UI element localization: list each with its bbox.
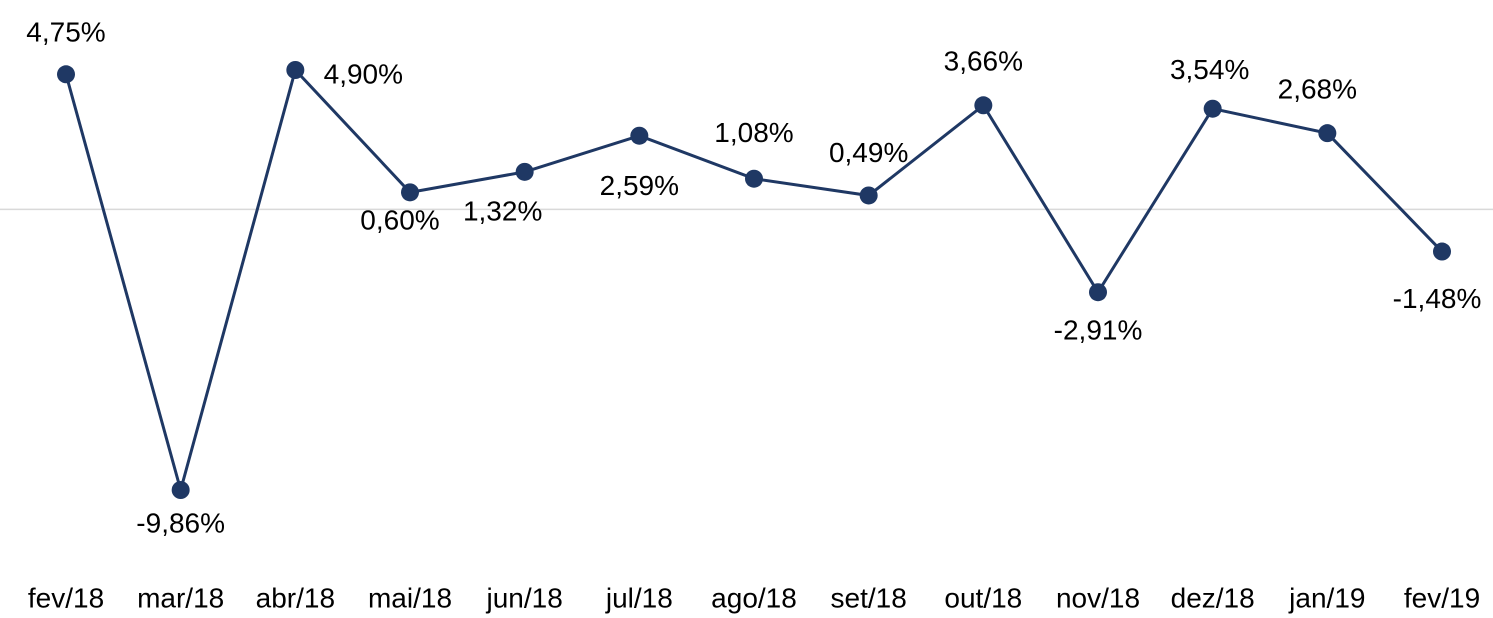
x-tick-label: jul/18 (605, 582, 673, 613)
marker (1318, 124, 1337, 143)
marker (401, 183, 419, 202)
marker (1203, 99, 1222, 118)
data-label: -2,91% (1054, 315, 1143, 346)
x-tick-label: dez/18 (1171, 582, 1255, 613)
marker (859, 186, 878, 205)
data-label: 4,90% (324, 58, 403, 89)
x-tick-label: set/18 (831, 582, 907, 613)
data-label: -9,86% (136, 507, 225, 538)
data-label: -1,48% (1393, 283, 1482, 314)
marker (515, 162, 534, 181)
marker (630, 126, 649, 145)
data-label: 3,66% (944, 46, 1023, 77)
marker (974, 96, 993, 115)
x-tick-label: nov/18 (1056, 582, 1140, 613)
x-tick-label: fev/19 (1404, 582, 1480, 613)
marker (57, 65, 75, 84)
marker (745, 169, 763, 188)
x-tick-label: abr/18 (256, 582, 335, 613)
data-label: 3,54% (1170, 54, 1249, 85)
data-label: 1,08% (714, 117, 793, 148)
data-label: 2,68% (1278, 74, 1357, 105)
marker (1089, 283, 1107, 302)
marker (171, 481, 190, 499)
data-label: 4,75% (26, 17, 105, 48)
marker (286, 61, 305, 79)
x-tick-label: jan/19 (1288, 582, 1365, 613)
data-label: 1,32% (463, 195, 542, 226)
data-label: 0,49% (829, 137, 908, 168)
x-tick-label: mai/18 (368, 582, 452, 613)
x-tick-label: mar/18 (137, 582, 224, 613)
data-label: 0,60% (360, 205, 439, 236)
data-label: 2,59% (600, 170, 679, 201)
x-tick-label: ago/18 (711, 582, 797, 613)
x-tick-label: jun/18 (486, 582, 563, 613)
marker (1433, 242, 1451, 261)
x-tick-label: fev/18 (28, 582, 104, 613)
x-tick-label: out/18 (944, 582, 1022, 613)
